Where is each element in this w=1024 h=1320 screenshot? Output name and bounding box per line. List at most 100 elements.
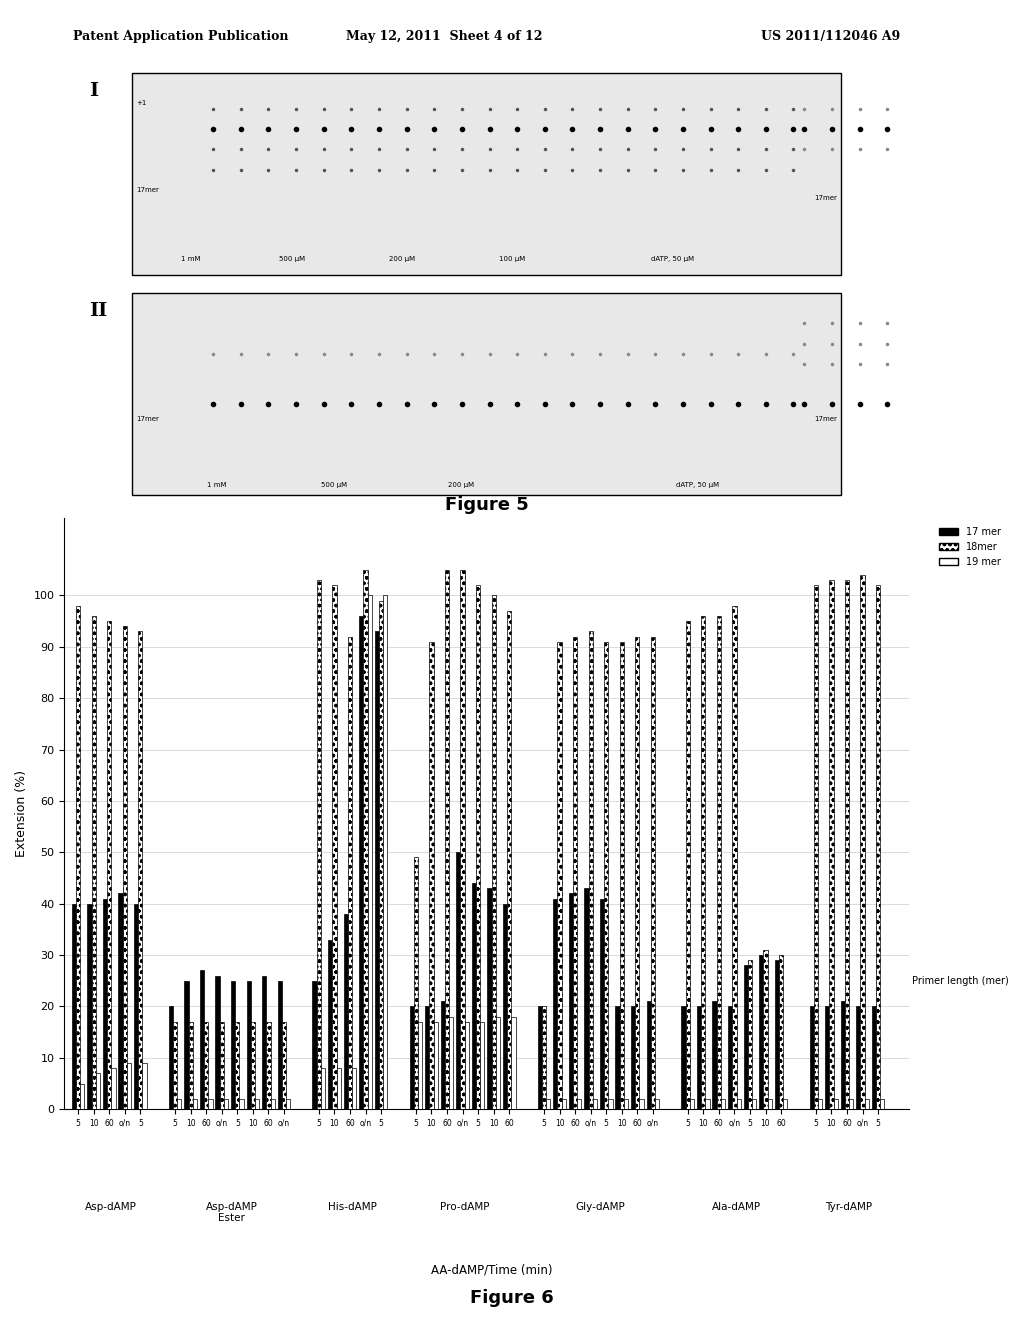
Bar	[262, 975, 266, 1109]
Bar	[433, 1022, 437, 1109]
Text: AA-dAMP/Time (min): AA-dAMP/Time (min)	[430, 1263, 552, 1276]
Bar	[690, 1100, 694, 1109]
Bar	[96, 1073, 100, 1109]
Bar	[255, 1100, 259, 1109]
Bar	[282, 1022, 286, 1109]
Bar	[768, 1100, 772, 1109]
Bar	[344, 913, 348, 1109]
Bar	[600, 899, 604, 1109]
Bar	[615, 1006, 620, 1109]
Bar	[134, 904, 138, 1109]
Text: 17mer: 17mer	[814, 416, 837, 421]
Bar	[553, 899, 557, 1109]
Bar	[779, 956, 783, 1109]
Bar	[188, 1022, 193, 1109]
Text: Figure 6: Figure 6	[470, 1288, 554, 1307]
Bar	[472, 883, 476, 1109]
Bar	[193, 1100, 197, 1109]
Bar	[87, 904, 91, 1109]
Text: May 12, 2011  Sheet 4 of 12: May 12, 2011 Sheet 4 of 12	[346, 30, 543, 44]
Bar	[169, 1006, 173, 1109]
Bar	[457, 853, 461, 1109]
Text: His-dAMP: His-dAMP	[328, 1201, 377, 1212]
Bar	[825, 1006, 829, 1109]
Bar	[177, 1100, 181, 1109]
Bar	[834, 1100, 838, 1109]
Bar	[608, 1100, 612, 1109]
Text: Figure 5: Figure 5	[444, 496, 528, 513]
Text: Asp-dAMP
Ester: Asp-dAMP Ester	[206, 1201, 258, 1224]
Bar	[881, 1100, 885, 1109]
Bar	[651, 636, 655, 1109]
Bar	[783, 1100, 787, 1109]
Bar	[142, 1063, 146, 1109]
Bar	[562, 1100, 566, 1109]
Bar	[706, 1100, 710, 1109]
Bar	[379, 601, 383, 1109]
Bar	[352, 1068, 356, 1109]
Bar	[444, 570, 450, 1109]
Bar	[270, 1100, 274, 1109]
Bar	[348, 636, 352, 1109]
Bar	[119, 894, 123, 1109]
Bar	[72, 904, 76, 1109]
Text: dATP, 50 μM: dATP, 50 μM	[676, 482, 719, 488]
Bar	[328, 940, 332, 1109]
Bar	[321, 1068, 326, 1109]
Bar	[220, 1022, 224, 1109]
Bar	[542, 1006, 546, 1109]
Bar	[112, 1068, 116, 1109]
Text: US 2011/112046 A9: US 2011/112046 A9	[761, 30, 900, 44]
Bar	[814, 585, 818, 1109]
Bar	[538, 1006, 542, 1109]
Bar	[102, 899, 108, 1109]
Bar	[375, 631, 379, 1109]
Bar	[841, 1002, 845, 1109]
Bar	[810, 1006, 814, 1109]
Text: 500 μM: 500 μM	[322, 482, 347, 488]
Bar	[461, 570, 465, 1109]
Bar	[764, 950, 768, 1109]
Text: Primer length (mer): Primer length (mer)	[912, 975, 1010, 986]
Bar	[173, 1022, 177, 1109]
Bar	[589, 631, 593, 1109]
Text: Pro-dAMP: Pro-dAMP	[440, 1201, 489, 1212]
Bar	[631, 1006, 635, 1109]
Bar	[639, 1100, 644, 1109]
Bar	[511, 1016, 515, 1109]
Text: +1: +1	[136, 100, 146, 106]
Bar	[604, 642, 608, 1109]
Bar	[759, 956, 764, 1109]
Bar	[337, 1068, 341, 1109]
Bar	[278, 981, 282, 1109]
Bar	[184, 981, 188, 1109]
Bar	[316, 579, 321, 1109]
Bar	[364, 570, 368, 1109]
Bar	[686, 622, 690, 1109]
Bar	[646, 1002, 651, 1109]
Bar	[123, 626, 127, 1109]
Bar	[440, 1002, 444, 1109]
Bar	[713, 1002, 717, 1109]
Bar	[138, 631, 142, 1109]
Bar	[871, 1006, 876, 1109]
Bar	[507, 611, 511, 1109]
Bar	[359, 616, 364, 1109]
Bar	[860, 576, 864, 1109]
Bar	[410, 1006, 414, 1109]
Text: 1 mM: 1 mM	[207, 482, 226, 488]
Text: 200 μM: 200 μM	[449, 482, 474, 488]
Bar	[251, 1022, 255, 1109]
Legend: 17 mer, 18mer, 19 mer: 17 mer, 18mer, 19 mer	[935, 523, 1006, 570]
Bar	[487, 888, 492, 1109]
Bar	[425, 1006, 429, 1109]
Text: 100 μM: 100 μM	[499, 256, 525, 261]
Bar	[76, 606, 80, 1109]
Bar	[332, 585, 337, 1109]
Bar	[717, 616, 721, 1109]
Bar	[429, 642, 433, 1109]
Bar	[465, 1022, 469, 1109]
Bar	[845, 579, 849, 1109]
Bar	[736, 1100, 740, 1109]
Bar	[557, 642, 562, 1109]
